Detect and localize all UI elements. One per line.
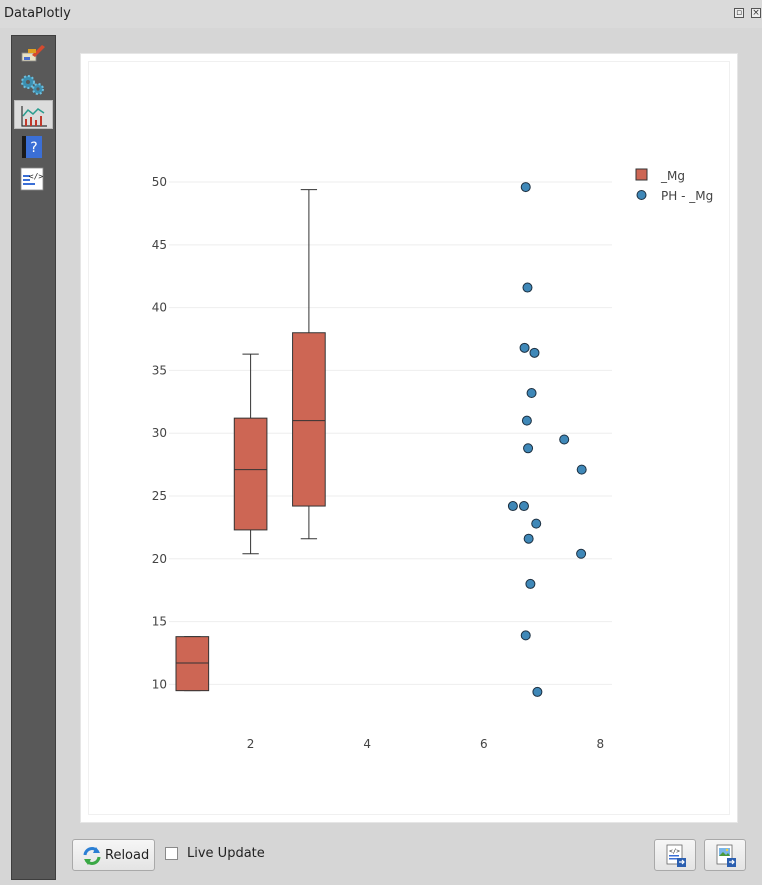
code-icon: </> bbox=[20, 167, 44, 191]
scatter-point bbox=[519, 342, 530, 353]
scatter-point bbox=[531, 518, 542, 529]
window-title: DataPlotly bbox=[4, 6, 71, 21]
export-html-icon: </> bbox=[666, 844, 686, 867]
svg-text:?: ? bbox=[30, 140, 37, 156]
x-tick-label: 2 bbox=[247, 737, 255, 751]
scatter-point bbox=[529, 347, 540, 358]
y-tick-label: 30 bbox=[152, 426, 167, 440]
legend-label-box: _Mg bbox=[660, 169, 685, 183]
reload-label: Reload bbox=[105, 848, 150, 863]
y-tick-label: 50 bbox=[152, 175, 167, 189]
plot-frame: 10 15 20 25 30 35 40 45 50 2 4 6 8 _Mg PH - _Mg bbox=[80, 53, 738, 823]
legend-swatch-box bbox=[635, 168, 648, 181]
reload-icon bbox=[83, 847, 101, 865]
x-tick-label: 8 bbox=[597, 737, 605, 751]
y-tick-label: 25 bbox=[152, 489, 167, 503]
plot-canvas[interactable]: 10 15 20 25 30 35 40 45 50 2 4 6 8 _Mg PH - _Mg bbox=[89, 62, 729, 814]
scatter-point bbox=[576, 548, 587, 559]
close-icon[interactable]: × bbox=[751, 8, 761, 18]
style-brush-icon bbox=[21, 45, 45, 62]
live-update-checkbox[interactable] bbox=[165, 847, 178, 860]
scatter-point bbox=[521, 415, 532, 426]
scatter-point bbox=[526, 388, 537, 399]
sidebar-item-style[interactable] bbox=[14, 38, 53, 67]
sidebar-item-code[interactable]: </> bbox=[14, 164, 53, 193]
sidebar: ? </> bbox=[11, 35, 56, 880]
scatter-point bbox=[523, 443, 534, 454]
live-update-label: Live Update bbox=[187, 846, 265, 861]
reload-button[interactable]: Reload bbox=[72, 839, 155, 871]
legend-swatch-points bbox=[636, 190, 647, 200]
box-body bbox=[292, 332, 326, 507]
export-html-button[interactable]: </> bbox=[654, 839, 696, 871]
x-tick-label: 4 bbox=[363, 737, 371, 751]
sidebar-item-settings[interactable] bbox=[14, 69, 53, 98]
scatter-point bbox=[532, 686, 543, 697]
scatter-point bbox=[520, 630, 531, 641]
svg-text:</>: </> bbox=[669, 848, 680, 855]
title-bar: DataPlotly ▫ × bbox=[0, 0, 762, 28]
svg-text:</>: </> bbox=[29, 172, 44, 181]
plot-chart-icon bbox=[21, 106, 47, 127]
settings-gears-icon bbox=[21, 75, 44, 95]
y-tick-label: 40 bbox=[152, 301, 167, 315]
scatter-point bbox=[522, 282, 533, 293]
y-tick-label: 15 bbox=[152, 615, 167, 629]
x-tick-label: 6 bbox=[480, 737, 488, 751]
chart[interactable]: 10 15 20 25 30 35 40 45 50 2 4 6 8 _Mg PH - _Mg bbox=[89, 62, 729, 814]
legend-label-points: PH - _Mg bbox=[661, 189, 713, 203]
box-body bbox=[233, 417, 268, 531]
help-icon: ? bbox=[22, 136, 42, 158]
box-body bbox=[175, 636, 210, 692]
y-tick-label: 45 bbox=[152, 238, 167, 252]
y-tick-label: 20 bbox=[152, 552, 167, 566]
sidebar-item-plot[interactable] bbox=[14, 100, 53, 129]
scatter-point bbox=[523, 533, 534, 544]
scatter-point bbox=[576, 464, 587, 475]
scatter-point bbox=[525, 578, 536, 589]
sidebar-item-help[interactable]: ? bbox=[14, 132, 53, 161]
scatter-point bbox=[518, 501, 529, 512]
y-tick-label: 10 bbox=[152, 677, 167, 691]
float-icon[interactable]: ▫ bbox=[734, 8, 744, 18]
export-image-button[interactable] bbox=[704, 839, 746, 871]
y-tick-label: 35 bbox=[152, 363, 167, 377]
scatter-point bbox=[559, 434, 570, 445]
scatter-point bbox=[507, 501, 518, 512]
export-image-icon bbox=[716, 844, 736, 867]
scatter-point bbox=[520, 182, 531, 193]
